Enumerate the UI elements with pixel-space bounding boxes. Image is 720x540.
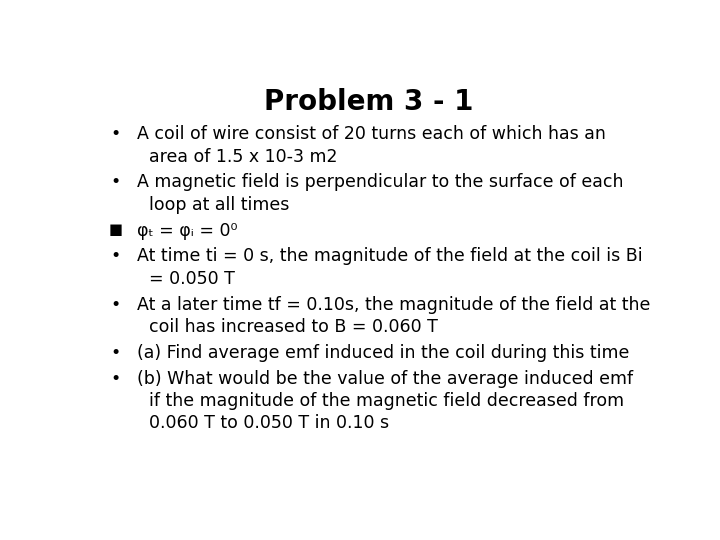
Text: At time ti = 0 s, the magnitude of the field at the coil is Bi: At time ti = 0 s, the magnitude of the f… bbox=[138, 247, 643, 265]
Text: •: • bbox=[110, 173, 120, 191]
Text: ■: ■ bbox=[108, 221, 122, 237]
Text: •: • bbox=[110, 247, 120, 265]
Text: if the magnitude of the magnetic field decreased from: if the magnitude of the magnetic field d… bbox=[148, 392, 624, 410]
Text: (b) What would be the value of the average induced emf: (b) What would be the value of the avera… bbox=[138, 369, 634, 388]
Text: Problem 3 - 1: Problem 3 - 1 bbox=[264, 87, 474, 116]
Text: area of 1.5 x 10-3 m2: area of 1.5 x 10-3 m2 bbox=[148, 147, 337, 166]
Text: φₜ = φᵢ = 0⁰: φₜ = φᵢ = 0⁰ bbox=[138, 221, 238, 240]
Text: •: • bbox=[110, 369, 120, 388]
Text: = 0.050 T: = 0.050 T bbox=[148, 270, 235, 288]
Text: •: • bbox=[110, 295, 120, 314]
Text: •: • bbox=[110, 125, 120, 143]
Text: •: • bbox=[110, 344, 120, 362]
Text: (a) Find average emf induced in the coil during this time: (a) Find average emf induced in the coil… bbox=[138, 344, 630, 362]
Text: coil has increased to B = 0.060 T: coil has increased to B = 0.060 T bbox=[148, 318, 438, 336]
Text: At a later time tf = 0.10s, the magnitude of the field at the: At a later time tf = 0.10s, the magnitud… bbox=[138, 295, 651, 314]
Text: 0.060 T to 0.050 T in 0.10 s: 0.060 T to 0.050 T in 0.10 s bbox=[148, 415, 389, 433]
Text: A magnetic field is perpendicular to the surface of each: A magnetic field is perpendicular to the… bbox=[138, 173, 624, 191]
Text: loop at all times: loop at all times bbox=[148, 196, 289, 214]
Text: A coil of wire consist of 20 turns each of which has an: A coil of wire consist of 20 turns each … bbox=[138, 125, 606, 143]
